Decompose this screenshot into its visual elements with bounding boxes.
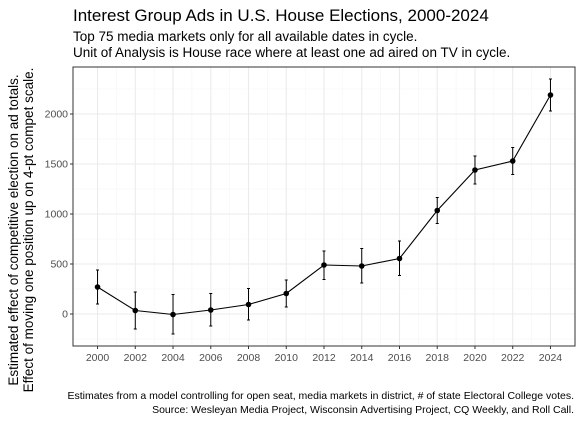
chart-subtitle: Top 75 media markets only for all availa…	[73, 29, 510, 61]
x-tick-label: 2004	[161, 352, 185, 364]
x-tick-label: 2000	[86, 352, 110, 364]
data-point	[132, 307, 139, 314]
data-point	[547, 92, 554, 98]
data-point	[434, 207, 441, 214]
chart-caption: Estimates from a model controlling for o…	[67, 389, 574, 417]
data-point	[358, 263, 365, 269]
subtitle-line-2: Unit of Analysis is House race where at …	[73, 45, 511, 60]
x-tick-label: 2012	[312, 352, 336, 364]
x-tick-label: 2008	[237, 352, 261, 364]
data-point	[283, 290, 290, 297]
y-tick-label: 2000	[45, 109, 69, 121]
x-tick-label: 2018	[426, 352, 450, 364]
data-point	[170, 311, 176, 318]
data-point	[245, 301, 252, 308]
data-point	[472, 167, 478, 173]
data-point	[207, 307, 214, 313]
x-tick-label: 2006	[199, 352, 223, 364]
x-tick-label: 2024	[539, 352, 563, 364]
y-tick-label: 0	[62, 309, 68, 321]
subtitle-line-1: Top 75 media markets only for all availa…	[73, 29, 418, 44]
x-tick-label: 2016	[388, 352, 412, 364]
x-tick-label: 2020	[463, 352, 487, 364]
data-point	[396, 255, 403, 262]
x-tick-label: 2010	[275, 352, 299, 364]
caption-line-2: Source: Wesleyan Media Project, Wisconsi…	[152, 404, 574, 416]
x-tick-label: 2014	[350, 352, 374, 364]
caption-line-1: Estimates from a model controlling for o…	[67, 390, 574, 402]
x-tick-label: 2022	[501, 352, 525, 364]
chart-title: Interest Group Ads in U.S. House Electio…	[73, 6, 489, 25]
x-tick-label: 2002	[124, 352, 148, 364]
y-tick-label: 500	[50, 259, 68, 271]
y-tick-label: 1000	[45, 209, 69, 221]
data-point	[321, 262, 327, 268]
y-tick-label: 1500	[45, 159, 69, 171]
data-point	[509, 158, 516, 164]
data-point	[94, 284, 101, 290]
